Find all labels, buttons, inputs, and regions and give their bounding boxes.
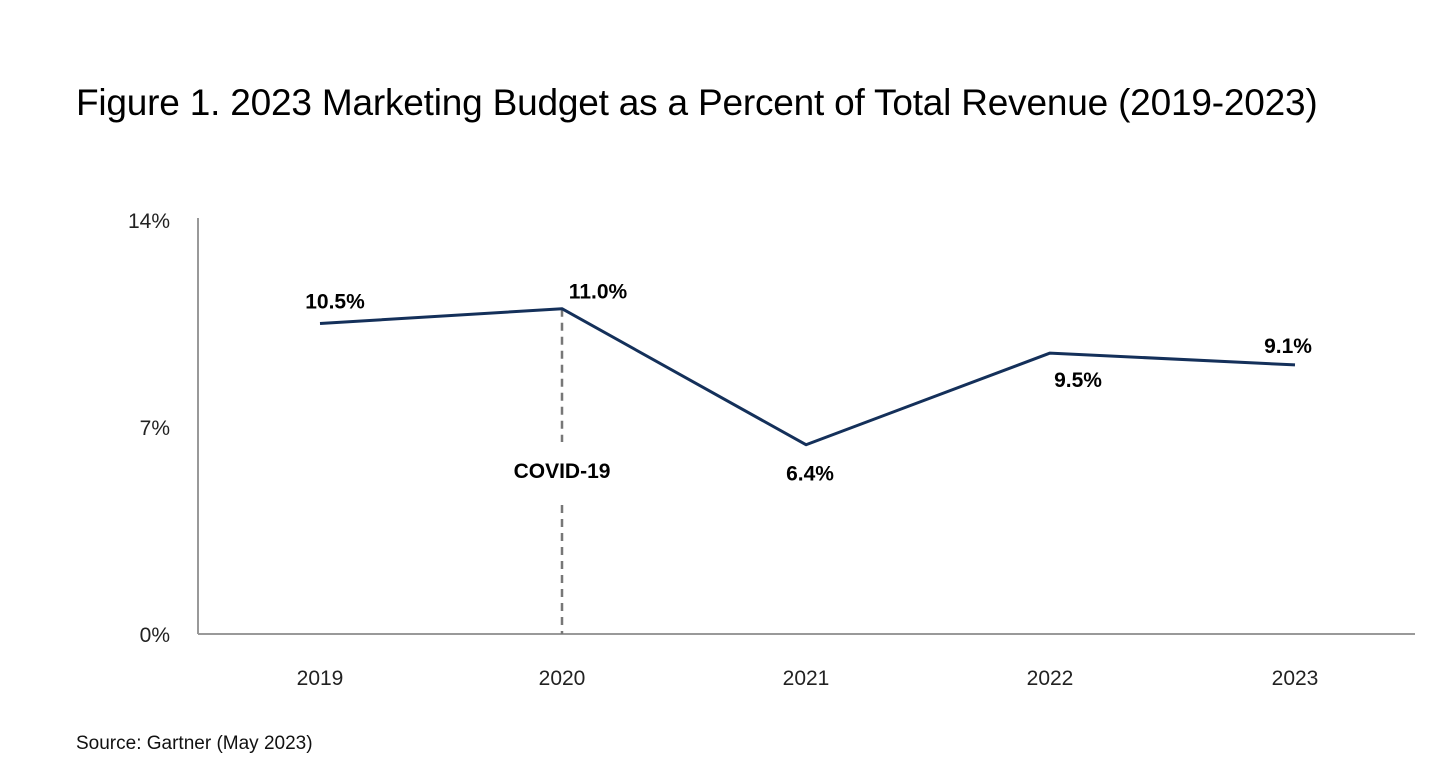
y-tick-label: 14% [128, 210, 170, 233]
data-label: 10.5% [305, 291, 365, 314]
data-label: 9.5% [1054, 369, 1102, 392]
x-tick-label: 2019 [297, 667, 344, 690]
series-line [319, 307, 1296, 447]
data-label: 11.0% [569, 281, 628, 304]
x-tick-label: 2022 [1027, 667, 1074, 690]
x-tick-label: 2021 [783, 667, 830, 690]
annotation-label: COVID-19 [514, 460, 611, 483]
y-tick-label: 0% [140, 624, 170, 647]
chart-title: Figure 1. 2023 Marketing Budget as a Per… [76, 82, 1318, 123]
data-label: 9.1% [1264, 335, 1312, 358]
x-tick-label: 2020 [539, 667, 586, 690]
source-note: Source: Gartner (May 2023) [76, 733, 313, 754]
y-tick-label: 7% [140, 417, 170, 440]
data-label: 6.4% [786, 463, 834, 486]
x-tick-label: 2023 [1272, 667, 1319, 690]
